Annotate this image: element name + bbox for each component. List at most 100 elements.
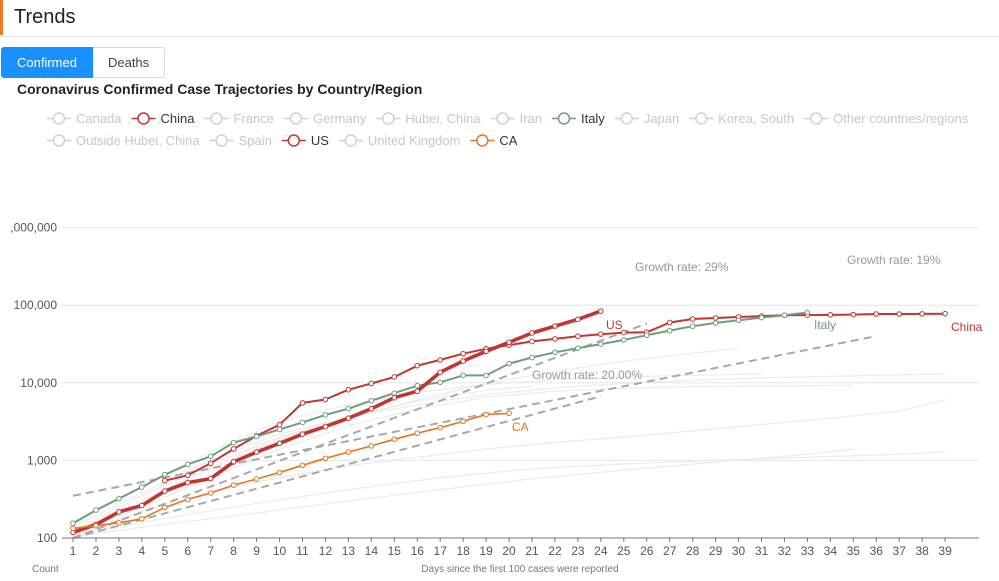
data-point[interactable] bbox=[276, 469, 283, 476]
data-point[interactable] bbox=[345, 415, 352, 421]
data-point[interactable] bbox=[919, 311, 925, 317]
data-point[interactable] bbox=[712, 320, 719, 326]
data-point[interactable] bbox=[322, 412, 329, 418]
data-point[interactable] bbox=[552, 349, 558, 356]
data-point[interactable] bbox=[552, 323, 558, 329]
data-point[interactable] bbox=[162, 504, 168, 511]
data-point[interactable] bbox=[93, 522, 99, 529]
data-point[interactable] bbox=[299, 419, 306, 426]
data-point[interactable] bbox=[276, 426, 283, 433]
data-point[interactable] bbox=[368, 405, 375, 412]
data-point[interactable] bbox=[575, 333, 581, 340]
data-point[interactable] bbox=[391, 374, 398, 380]
data-point[interactable] bbox=[414, 430, 421, 437]
data-point[interactable] bbox=[529, 338, 535, 345]
data-point[interactable] bbox=[391, 394, 398, 401]
data-point[interactable] bbox=[506, 410, 512, 417]
legend-item[interactable]: Outside Hubei, China bbox=[47, 133, 200, 148]
legend-item[interactable]: Other countries/regions bbox=[804, 111, 969, 126]
data-point[interactable] bbox=[276, 440, 283, 447]
data-point[interactable] bbox=[184, 479, 191, 486]
data-point[interactable] bbox=[207, 460, 214, 467]
data-point[interactable] bbox=[139, 515, 145, 522]
legend-item[interactable]: US bbox=[281, 133, 329, 148]
data-point[interactable] bbox=[230, 446, 237, 452]
data-point[interactable] bbox=[299, 400, 306, 406]
data-point[interactable] bbox=[116, 509, 122, 515]
data-point[interactable] bbox=[506, 339, 512, 346]
data-point[interactable] bbox=[460, 358, 466, 364]
data-point[interactable] bbox=[253, 433, 260, 440]
data-point[interactable] bbox=[322, 423, 329, 430]
data-point[interactable] bbox=[253, 476, 260, 482]
data-point[interactable] bbox=[804, 309, 811, 316]
data-point[interactable] bbox=[758, 314, 765, 321]
legend-item[interactable]: Germany bbox=[283, 111, 367, 126]
data-point[interactable] bbox=[666, 319, 673, 326]
legend-item[interactable]: Spain bbox=[209, 133, 272, 148]
data-point[interactable] bbox=[368, 380, 375, 387]
data-point[interactable] bbox=[437, 369, 444, 376]
data-point[interactable] bbox=[116, 495, 122, 502]
data-point[interactable] bbox=[598, 331, 604, 337]
data-point[interactable] bbox=[230, 482, 237, 488]
data-point[interactable] bbox=[414, 388, 421, 395]
data-point[interactable] bbox=[345, 449, 352, 455]
data-point[interactable] bbox=[345, 386, 352, 393]
data-point[interactable] bbox=[162, 471, 168, 478]
data-point[interactable] bbox=[529, 354, 535, 361]
data-point[interactable] bbox=[414, 362, 421, 369]
data-point[interactable] bbox=[506, 360, 512, 367]
data-point[interactable] bbox=[735, 317, 742, 324]
data-point[interactable] bbox=[712, 315, 719, 321]
legend-item[interactable]: CA bbox=[470, 133, 518, 148]
data-point[interactable] bbox=[162, 477, 168, 484]
legend-item[interactable]: United Kingdom bbox=[338, 133, 461, 148]
data-point[interactable] bbox=[70, 525, 76, 532]
data-point[interactable] bbox=[184, 496, 191, 503]
data-point[interactable] bbox=[827, 312, 834, 318]
data-point[interactable] bbox=[93, 507, 99, 513]
data-point[interactable] bbox=[299, 462, 306, 469]
data-point[interactable] bbox=[460, 350, 466, 357]
tab-deaths[interactable]: Deaths bbox=[92, 47, 166, 78]
data-point[interactable] bbox=[529, 330, 535, 336]
data-point[interactable] bbox=[598, 308, 604, 314]
legend-item[interactable]: China bbox=[131, 111, 196, 126]
data-point[interactable] bbox=[483, 372, 489, 379]
data-point[interactable] bbox=[598, 341, 604, 347]
data-point[interactable] bbox=[437, 357, 444, 363]
data-point[interactable] bbox=[184, 461, 191, 468]
data-point[interactable] bbox=[322, 396, 329, 403]
data-point[interactable] bbox=[70, 520, 76, 527]
data-point[interactable] bbox=[437, 424, 444, 431]
data-point[interactable] bbox=[781, 312, 788, 318]
data-point[interactable] bbox=[689, 323, 696, 330]
data-point[interactable] bbox=[621, 329, 627, 336]
data-point[interactable] bbox=[230, 439, 237, 446]
data-point[interactable] bbox=[689, 316, 696, 322]
data-point[interactable] bbox=[207, 475, 214, 482]
data-point[interactable] bbox=[873, 311, 880, 317]
data-point[interactable] bbox=[139, 484, 145, 490]
data-point[interactable] bbox=[437, 379, 444, 386]
data-point[interactable] bbox=[162, 488, 168, 494]
data-point[interactable] bbox=[896, 311, 903, 317]
data-point[interactable] bbox=[391, 436, 398, 443]
legend-item[interactable]: Canada bbox=[47, 111, 122, 126]
data-point[interactable] bbox=[643, 332, 650, 339]
legend-item[interactable]: Japan bbox=[614, 111, 679, 126]
data-point[interactable] bbox=[253, 449, 260, 455]
data-point[interactable] bbox=[368, 397, 375, 404]
data-point[interactable] bbox=[666, 327, 673, 334]
data-point[interactable] bbox=[230, 459, 237, 465]
data-point[interactable] bbox=[322, 455, 329, 462]
data-point[interactable] bbox=[621, 337, 627, 343]
data-point[interactable] bbox=[345, 405, 352, 412]
data-point[interactable] bbox=[414, 382, 421, 389]
data-point[interactable] bbox=[207, 453, 214, 460]
legend-item[interactable]: Korea, South bbox=[689, 111, 794, 126]
tab-confirmed[interactable]: Confirmed bbox=[1, 47, 93, 78]
data-point[interactable] bbox=[391, 390, 398, 396]
data-point[interactable] bbox=[276, 421, 283, 428]
